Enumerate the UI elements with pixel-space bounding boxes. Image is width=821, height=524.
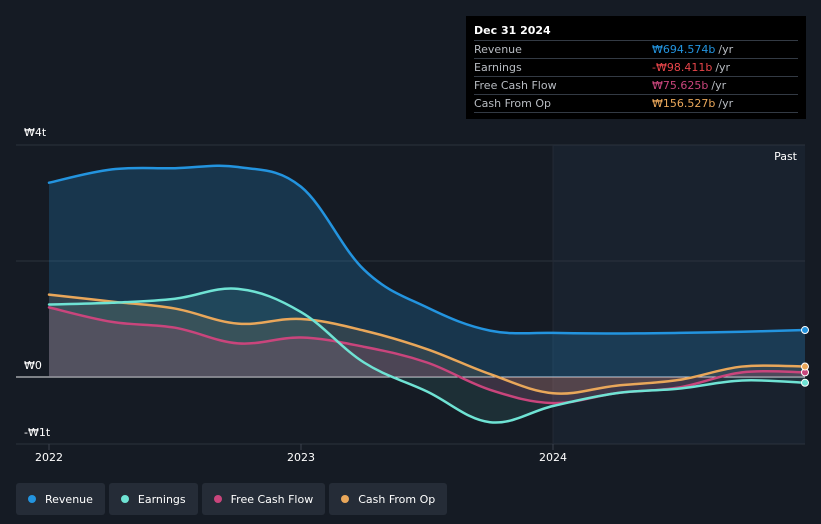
- tooltip-unit: /yr: [718, 97, 734, 110]
- tooltip-row-earnings: Earnings -₩98.411b /yr: [474, 59, 798, 77]
- y-tick-label: ₩0: [24, 359, 42, 372]
- tooltip-value: ₩75.625b: [652, 79, 709, 92]
- grid-lines: [16, 144, 805, 445]
- chart-background: [553, 145, 805, 444]
- end-marker-revenue: [801, 326, 809, 335]
- line-earnings: [47, 287, 807, 424]
- past-label: Past: [774, 150, 798, 163]
- x-tick-label: 2023: [287, 451, 315, 464]
- x-tick-label: 2024: [539, 451, 567, 464]
- legend-item-earnings[interactable]: Earnings: [108, 483, 198, 515]
- tooltip-unit: /yr: [715, 61, 731, 74]
- tooltip-date: Dec 31 2024: [474, 22, 798, 41]
- end-marker-earnings: [801, 378, 809, 387]
- legend-label: Cash From Op: [358, 492, 436, 506]
- legend-label: Earnings: [137, 492, 186, 506]
- tooltip-value: ₩156.527b: [652, 97, 716, 110]
- tooltip-label: Cash From Op: [474, 97, 552, 110]
- line-revenue: [47, 164, 807, 335]
- axis-labels: ₩4t ₩0 -₩1t 2022 2023 2024 Past: [24, 126, 798, 464]
- legend-dot-icon: [341, 495, 350, 503]
- end-marker-cash-from-op: [801, 362, 809, 371]
- y-tick-label: ₩4t: [24, 126, 47, 139]
- tooltip-value: ₩694.574b: [652, 43, 716, 56]
- tooltip-label: Free Cash Flow: [474, 79, 557, 92]
- legend-item-revenue[interactable]: Revenue: [16, 483, 105, 515]
- tooltip: Dec 31 2024 Revenue ₩694.574b /yr Earnin…: [466, 16, 806, 119]
- tooltip-row-free-cash-flow: Free Cash Flow ₩75.625b /yr: [474, 77, 798, 95]
- area-free-cash-flow: [49, 307, 805, 404]
- legend-item-cash-from-op[interactable]: Cash From Op: [329, 483, 448, 515]
- area-earnings: [49, 288, 805, 423]
- tooltip-unit: /yr: [718, 43, 734, 56]
- legend-label: Free Cash Flow: [230, 492, 314, 506]
- line-cash-from-op: [47, 293, 807, 395]
- tooltip-row-cash-from-op: Cash From Op ₩156.527b /yr: [474, 95, 798, 113]
- legend-dot-icon: [213, 495, 222, 503]
- x-tick-label: 2022: [35, 451, 63, 464]
- legend-item-free-cash-flow[interactable]: Free Cash Flow: [201, 483, 326, 515]
- series-end-markers: [801, 326, 809, 387]
- legend-dot-icon: [120, 495, 129, 503]
- legend-label: Revenue: [45, 492, 93, 506]
- past-region: [553, 145, 805, 444]
- tooltip-label: Revenue: [474, 43, 522, 56]
- tooltip-value: -₩98.411b: [652, 61, 713, 74]
- legend: Revenue Earnings Free Cash Flow Cash Fro…: [16, 483, 448, 515]
- tooltip-label: Earnings: [474, 61, 522, 74]
- tooltip-row-revenue: Revenue ₩694.574b /yr: [474, 41, 798, 59]
- legend-dot-icon: [28, 495, 36, 503]
- series-lines: [47, 164, 807, 424]
- tooltip-unit: /yr: [711, 79, 727, 92]
- y-tick-label: -₩1t: [24, 426, 51, 439]
- area-cash-from-op: [49, 294, 805, 394]
